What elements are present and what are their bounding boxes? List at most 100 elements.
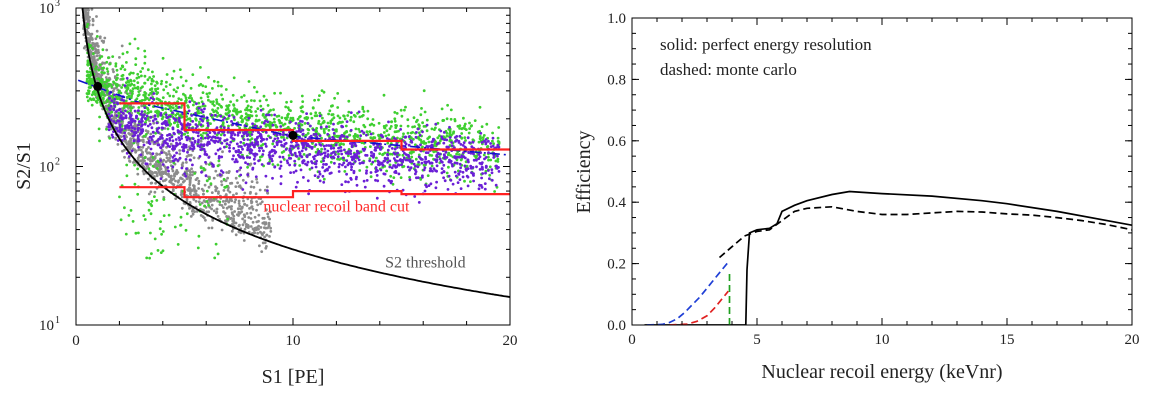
purple-point: [308, 153, 312, 156]
gray-point: [147, 146, 150, 149]
green-point: [146, 68, 150, 72]
gray-point: [216, 215, 220, 218]
green-point: [377, 134, 381, 138]
purple-point: [161, 163, 165, 166]
green-point: [253, 86, 256, 89]
purple-point: [107, 112, 111, 116]
purple-point: [250, 149, 254, 152]
gray-point: [234, 221, 238, 225]
annotation-label: S2 threshold: [385, 255, 465, 272]
purple-point: [329, 155, 333, 159]
purple-point: [469, 164, 473, 168]
green-point: [129, 78, 133, 82]
green-point: [178, 68, 182, 71]
purple-point: [408, 178, 412, 182]
purple-point: [448, 125, 451, 129]
purple-point: [112, 120, 116, 123]
green-point: [287, 154, 291, 157]
y-tick-label: 10: [39, 1, 54, 17]
gray-point: [178, 149, 182, 152]
green-point: [147, 111, 151, 114]
green-point: [447, 165, 450, 169]
gray-point: [255, 226, 259, 230]
gray-point: [262, 216, 266, 220]
green-point: [361, 105, 365, 109]
gray-point: [234, 233, 238, 237]
gray-point: [236, 181, 240, 185]
purple-point: [136, 128, 140, 132]
green-point: [133, 163, 137, 167]
purple-point: [480, 141, 484, 144]
green-point: [256, 107, 260, 110]
green-point: [97, 127, 101, 131]
purple-point: [223, 116, 227, 120]
purple-point: [180, 127, 184, 131]
green-point: [296, 117, 300, 121]
purple-point: [140, 113, 144, 117]
green-point: [423, 110, 427, 114]
gray-point: [194, 178, 198, 182]
gray-point: [161, 170, 164, 174]
gray-point: [241, 217, 245, 221]
purple-point: [450, 141, 453, 144]
purple-point: [318, 143, 322, 146]
gray-point: [263, 226, 266, 230]
purple-point: [207, 156, 211, 159]
green-point: [100, 55, 104, 58]
gray-point: [259, 202, 262, 206]
purple-point: [244, 161, 247, 165]
purple-point: [304, 162, 307, 166]
gray-point: [189, 188, 193, 192]
purple-point: [475, 165, 478, 169]
left-y-axis-title: S2/S1: [13, 142, 35, 190]
purple-point: [171, 156, 175, 159]
purple-point: [123, 84, 127, 87]
purple-point: [144, 117, 147, 121]
green-point: [211, 87, 214, 90]
purple-point: [174, 157, 178, 161]
purple-point: [491, 136, 495, 140]
green-point: [207, 204, 211, 207]
purple-point: [312, 133, 316, 136]
purple-point: [145, 114, 149, 118]
purple-point: [454, 174, 458, 178]
gray-point: [164, 160, 168, 164]
green-point: [147, 167, 151, 171]
gray-point: [234, 176, 238, 180]
green-point: [117, 91, 121, 95]
purple-point: [459, 187, 463, 191]
green-point: [109, 95, 113, 98]
gray-point: [224, 179, 228, 183]
purple-point: [338, 162, 341, 166]
purple-point: [272, 139, 275, 143]
purple-point: [362, 161, 365, 165]
purple-point: [293, 163, 297, 167]
green-point: [232, 76, 236, 80]
green-point: [153, 195, 156, 199]
green-point: [232, 103, 236, 107]
purple-point: [293, 159, 297, 163]
purple-point: [310, 166, 314, 170]
green-point: [426, 174, 430, 178]
green-point: [241, 119, 245, 123]
green-point: [314, 111, 318, 115]
purple-point: [279, 175, 283, 178]
green-point: [368, 157, 372, 161]
purple-point: [492, 156, 496, 159]
purple-point: [440, 171, 444, 175]
purple-point: [376, 163, 380, 166]
green-point: [179, 215, 183, 219]
green-point: [477, 140, 481, 144]
purple-point: [350, 168, 353, 172]
purple-point: [451, 182, 455, 186]
green-point: [217, 84, 220, 88]
gray-point: [268, 217, 271, 221]
purple-point: [204, 160, 207, 164]
purple-point: [440, 167, 444, 171]
gray-point: [179, 183, 183, 187]
gray-point: [220, 183, 224, 187]
purple-point: [189, 147, 192, 150]
green-point: [328, 109, 332, 113]
gray-point: [230, 229, 234, 233]
